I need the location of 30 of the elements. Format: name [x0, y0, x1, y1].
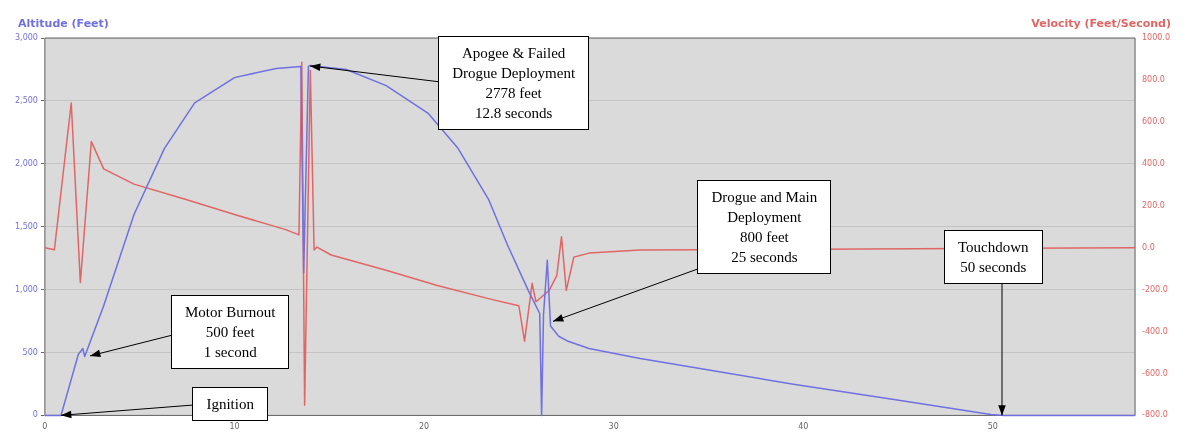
y2-tick-label: 600.0 — [1142, 116, 1165, 126]
x-tick-label: 50 — [987, 422, 998, 432]
y-axis-title: Altitude (Feet) — [18, 17, 109, 31]
y-tick-label: 2,000 — [15, 158, 38, 168]
y2-tick-label: -600.0 — [1142, 368, 1168, 378]
y2-tick-label: -200.0 — [1142, 284, 1168, 294]
y2-tick-label: 1000.0 — [1142, 33, 1171, 43]
y2-tick-label: -800.0 — [1142, 410, 1168, 420]
y2-tick-label: 400.0 — [1142, 158, 1165, 168]
x-tick-label: 0 — [42, 422, 48, 432]
annotation: Ignition — [192, 387, 268, 422]
y2-tick-label: 0.0 — [1142, 242, 1155, 252]
y2-tick-label: 200.0 — [1142, 200, 1165, 210]
annotation: Motor Burnout 500 feet 1 second — [171, 295, 290, 370]
y-tick-label: 1,000 — [15, 284, 38, 294]
y2-tick-label: 800.0 — [1142, 75, 1165, 85]
y2-tick-label: -400.0 — [1142, 326, 1168, 336]
x-tick-label: 10 — [229, 422, 240, 432]
y-tick-label: 2,500 — [15, 95, 38, 105]
y-tick-label: 3,000 — [15, 33, 38, 43]
x-tick-label: 20 — [418, 422, 430, 432]
annotation: Apogee & Failed Drogue Deployment 2778 feet 12.8 seconds — [438, 36, 590, 131]
y2-axis-title: Velocity (Feet/Second) — [1031, 17, 1171, 31]
x-tick-label: 40 — [798, 422, 809, 432]
y-tick-label: 500 — [22, 347, 38, 357]
y-tick-label: 1,500 — [15, 221, 38, 231]
annotation: Touchdown 50 seconds — [943, 229, 1043, 284]
annotation: Drogue and Main Deployment 800 feet 25 seconds — [697, 179, 832, 274]
y-tick-label: 0 — [32, 410, 38, 420]
x-tick-label: 30 — [608, 422, 619, 432]
